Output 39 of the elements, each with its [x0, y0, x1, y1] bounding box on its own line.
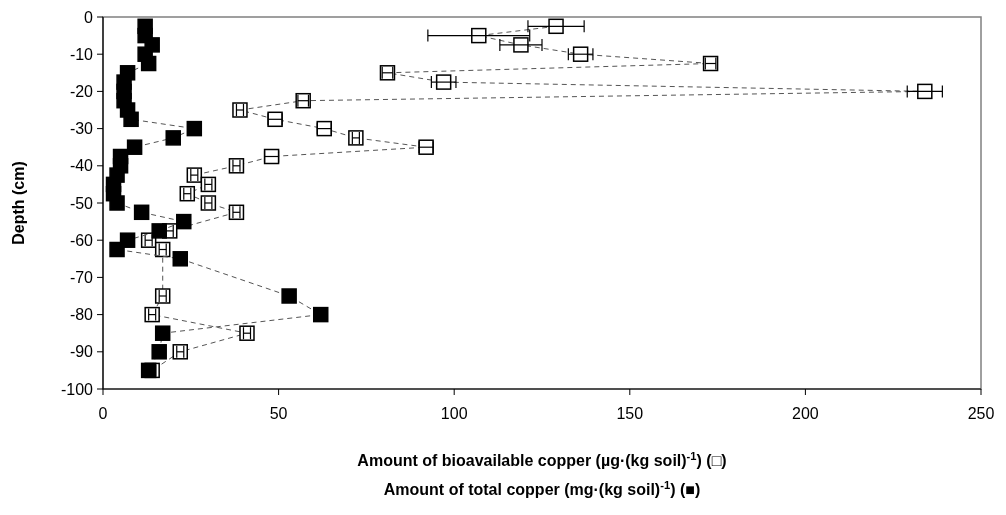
point	[151, 344, 167, 360]
point	[133, 204, 150, 221]
y-axis-title: Depth (cm)	[10, 161, 27, 245]
point	[281, 288, 297, 304]
point	[154, 325, 171, 341]
text: Amount of bioavailable copper (µg·(kg soil)$^{-1}$) (□) Amount of total copper (mg·(kg soil)$^{-1}$) (■)	[357, 450, 727, 498]
point	[140, 55, 157, 72]
point	[186, 120, 203, 137]
point	[109, 195, 125, 211]
point	[151, 223, 167, 239]
point	[165, 130, 181, 146]
x-tick-label: 0	[98, 405, 108, 422]
x-tick-label: 250	[967, 405, 995, 422]
y-tick-label: -90	[69, 343, 94, 361]
point	[109, 241, 125, 258]
x-tick-label: 50	[269, 405, 288, 422]
y-tick-label: -60	[69, 231, 94, 249]
point	[126, 139, 143, 155]
y-tick-label: -70	[69, 269, 94, 286]
point	[140, 362, 157, 379]
point	[548, 18, 564, 35]
point	[572, 46, 589, 62]
y-tick-label: -30	[69, 120, 94, 138]
point	[917, 83, 933, 100]
point	[123, 111, 139, 128]
point	[172, 251, 189, 267]
x-tick-label: 150	[616, 405, 644, 422]
y-tick-label: -50	[69, 194, 94, 212]
point	[312, 306, 329, 323]
y-tick-label: -20	[69, 83, 94, 100]
y-tick-label: -80	[69, 306, 94, 324]
x-tick-label: 100	[440, 405, 468, 422]
point	[471, 27, 487, 44]
y-tick-label: -100	[60, 380, 94, 398]
y-tick-label: -40	[69, 157, 94, 175]
y-tick-label: 0	[84, 8, 94, 26]
point	[176, 213, 192, 230]
x-tick-label: 200	[792, 405, 819, 422]
y-tick-label: -10	[69, 45, 94, 63]
